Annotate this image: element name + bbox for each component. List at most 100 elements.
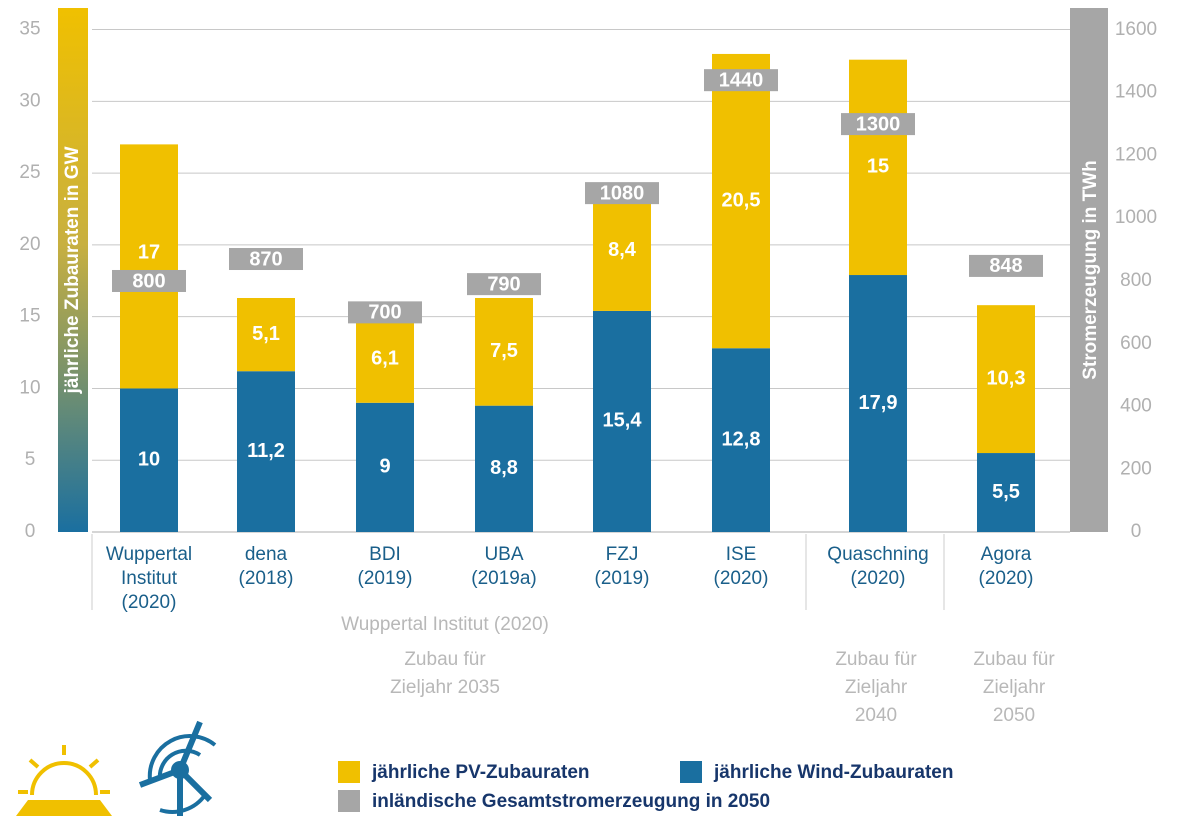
annotation: Zubau für [835,649,917,670]
value-label: 6,1 [371,347,399,369]
solar-icon [16,745,112,816]
legend-swatch [338,761,360,783]
bar-segment [120,388,178,532]
bar-segment [849,59,907,276]
y-tick-label: 5 [25,449,36,470]
value-label: 10 [138,449,160,471]
wind-icon [138,720,217,816]
legend-label: jährliche PV-Zubauraten [371,762,590,783]
y2-value-box [229,248,303,271]
value-label: 17 [138,241,160,263]
right-axis-bar [1070,8,1108,532]
y2-value-label: 700 [368,302,401,324]
y2-tick-label: 600 [1120,333,1152,354]
y2-tick-label: 400 [1120,396,1152,417]
value-label: 5,1 [252,323,280,345]
bar-segment [356,315,414,403]
left-axis-bar [58,8,88,532]
y2-value-box [704,69,778,92]
x-tick-label: Wuppertal [106,544,192,565]
y2-value-box [467,273,541,296]
value-label: 7,5 [490,340,518,362]
x-tick-label: (2020) [122,592,177,613]
annotation: 2040 [855,705,897,726]
annotation: Zieljahr [845,677,908,698]
annotation: Zieljahr [983,677,1046,698]
value-label: 12,8 [722,428,761,450]
y2-value-box [841,113,915,136]
y-tick-label: 25 [19,162,40,183]
y-tick-label: 10 [19,377,40,398]
bar-segment [356,402,414,532]
value-label: 15 [867,156,889,178]
y2-tick-label: 200 [1120,458,1152,479]
y2-tick-label: 1400 [1115,82,1157,103]
x-tick-label: (2019) [595,568,650,589]
value-label: 20,5 [722,189,761,211]
bar-segment [475,405,533,532]
x-tick-label: (2019a) [471,568,537,589]
y2-value-label: 1300 [856,113,901,135]
y2-tick-label: 1600 [1115,19,1157,40]
bar-segment [120,144,178,389]
bar-segment [977,305,1035,454]
y2-value-label: 790 [487,273,520,295]
bar-segment [237,371,295,532]
y-tick-label: 20 [19,234,40,255]
bar-segment [237,297,295,372]
y-tick-label: 30 [19,90,40,111]
x-tick-label: Quaschning [827,544,928,565]
legend-swatch [680,761,702,783]
legend-label: inländische Gesamtstromerzeugung in 2050 [372,791,770,812]
value-label: 17,9 [859,392,898,414]
y2-value-label: 848 [989,255,1022,277]
y2-value-box [112,269,186,292]
bar-segment [712,348,770,532]
annotation: Wuppertal Institut (2020) [341,614,549,635]
y-axis-label: jährliche Zubauraten in GW [62,146,83,394]
value-label: 8,4 [608,239,637,261]
bar-segment [712,53,770,349]
y-tick-label: 15 [19,306,40,327]
x-tick-label: Institut [121,568,178,589]
y2-value-box [969,254,1043,277]
y2-axis-label: Stromerzeugung in TWh [1080,160,1101,380]
annotation: Zubau für [404,649,486,670]
y2-value-label: 870 [249,248,282,270]
y2-tick-label: 1000 [1115,207,1157,228]
x-tick-label: FZJ [606,544,639,565]
bar-segment [593,190,651,311]
value-label: 5,5 [992,481,1020,503]
y-tick-label: 0 [25,521,36,542]
y2-tick-label: 800 [1120,270,1152,291]
x-tick-label: (2018) [239,568,294,589]
value-label: 11,2 [247,440,285,462]
y2-tick-label: 1200 [1115,144,1157,165]
y2-value-box [585,182,659,205]
x-tick-label: (2020) [714,568,769,589]
separators [91,534,945,610]
value-label: 10,3 [987,367,1026,389]
x-tick-label: UBA [484,544,523,565]
x-tick-label: Agora [981,544,1032,565]
x-tick-label: BDI [369,544,401,565]
x-tick-label: (2019) [358,568,413,589]
x-tick-label: dena [245,544,288,565]
value-label: 8,8 [490,457,518,479]
y2-tick-label: 0 [1131,521,1142,542]
annotation: Zieljahr 2035 [390,677,500,698]
bar-segment [977,453,1035,532]
x-tick-label: ISE [726,544,757,565]
y-tick-label: 35 [19,19,40,40]
x-tick-label: (2020) [851,568,906,589]
y2-value-label: 1440 [719,69,764,91]
x-tick-label: (2020) [979,568,1034,589]
annotation: Zubau für [973,649,1055,670]
y2-value-label: 1080 [600,182,645,204]
y2-value-box [348,301,422,324]
value-label: 15,4 [603,410,643,432]
y2-value-label: 800 [132,270,165,292]
value-label: 9 [379,456,390,478]
bar-segment [475,297,533,406]
